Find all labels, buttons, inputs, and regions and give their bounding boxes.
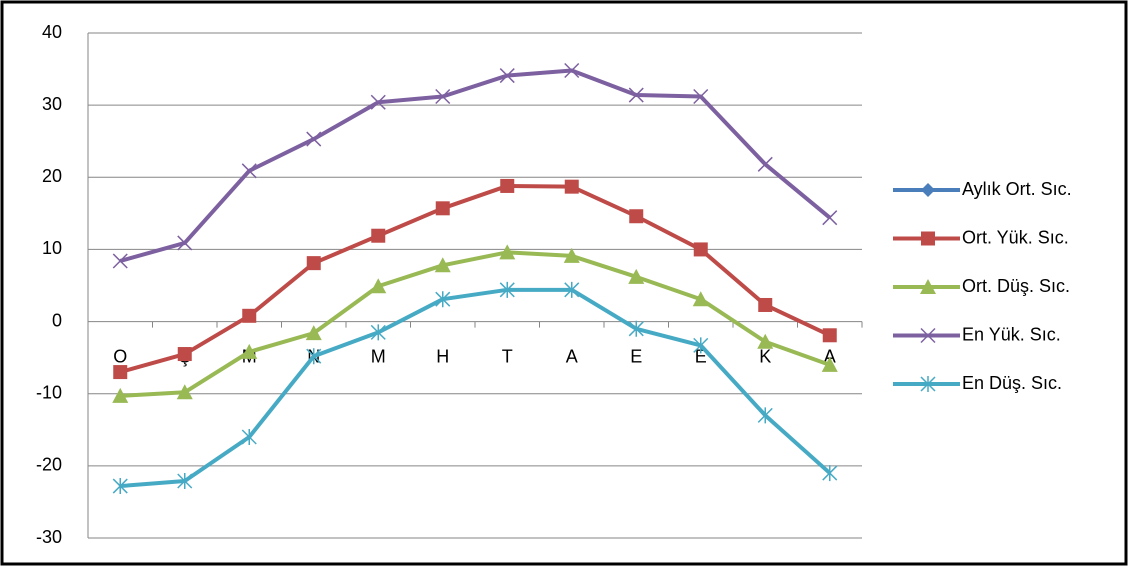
x-tick-label: A <box>566 346 578 366</box>
legend-label: Ort. Yük. Sıc. <box>962 227 1069 247</box>
marker <box>435 201 450 216</box>
marker <box>112 253 128 269</box>
marker <box>499 244 516 260</box>
marker <box>306 256 321 271</box>
marker <box>241 163 257 179</box>
marker <box>306 348 322 365</box>
marker <box>758 297 773 312</box>
marker <box>241 343 258 359</box>
marker <box>822 328 837 343</box>
marker <box>822 210 838 226</box>
legend-marker <box>920 279 936 294</box>
y-tick-label: -10 <box>36 382 62 402</box>
y-tick-label: 40 <box>42 22 62 42</box>
x-tick-label: A <box>824 346 836 366</box>
marker <box>693 88 709 105</box>
legend-marker <box>920 327 936 344</box>
legend-label: Aylık Ort. Sıc. <box>962 179 1072 199</box>
marker <box>371 228 386 243</box>
x-tick-label: E <box>630 346 642 366</box>
series-line <box>119 68 832 263</box>
marker <box>499 68 515 84</box>
legend-label: Ort. Düş. Sıc. <box>962 276 1070 296</box>
y-tick-label: 20 <box>42 166 62 186</box>
marker <box>112 387 129 403</box>
x-tick-label: T <box>502 346 513 366</box>
y-tick-label: 10 <box>42 238 62 258</box>
marker <box>306 131 322 147</box>
marker <box>499 281 515 298</box>
marker <box>564 62 580 79</box>
marker <box>177 235 193 251</box>
y-tick-label: -20 <box>36 455 62 475</box>
x-tick-label: M <box>371 346 386 366</box>
marker <box>628 87 644 103</box>
marker <box>500 178 515 193</box>
marker <box>370 324 386 341</box>
legend-label: En Yük. Sıc. <box>962 324 1061 344</box>
marker <box>177 473 193 490</box>
marker <box>628 320 644 337</box>
y-tick-label: 0 <box>52 310 62 330</box>
marker <box>112 478 128 495</box>
marker <box>628 268 645 284</box>
marker <box>241 429 257 445</box>
x-tick-label: K <box>759 346 771 366</box>
legend-marker <box>920 376 936 392</box>
marker <box>757 156 773 172</box>
marker <box>564 281 580 298</box>
marker <box>435 88 451 105</box>
marker <box>757 333 774 349</box>
marker <box>563 247 580 263</box>
legend-marker <box>921 183 935 197</box>
x-tick-label: O <box>113 346 127 366</box>
y-tick-label: -30 <box>36 527 62 547</box>
marker <box>692 291 709 307</box>
marker <box>822 465 838 482</box>
marker <box>821 356 838 372</box>
series-line <box>119 183 831 374</box>
marker <box>629 209 644 224</box>
marker <box>305 325 322 341</box>
marker <box>242 308 257 323</box>
marker <box>176 384 193 400</box>
marker <box>693 337 709 354</box>
marker <box>693 242 708 257</box>
legend-label: En Düş. Sıc. <box>962 373 1062 393</box>
marker <box>757 407 773 424</box>
legend-marker <box>921 231 935 246</box>
marker <box>434 257 451 273</box>
y-tick-label: 30 <box>42 94 62 114</box>
marker <box>113 365 128 380</box>
series-line <box>120 250 831 398</box>
marker <box>564 179 579 194</box>
series-line <box>120 287 832 489</box>
marker <box>177 347 192 362</box>
marker <box>370 94 386 110</box>
marker <box>435 291 451 308</box>
x-tick-label: H <box>436 346 449 366</box>
marker <box>370 278 387 294</box>
